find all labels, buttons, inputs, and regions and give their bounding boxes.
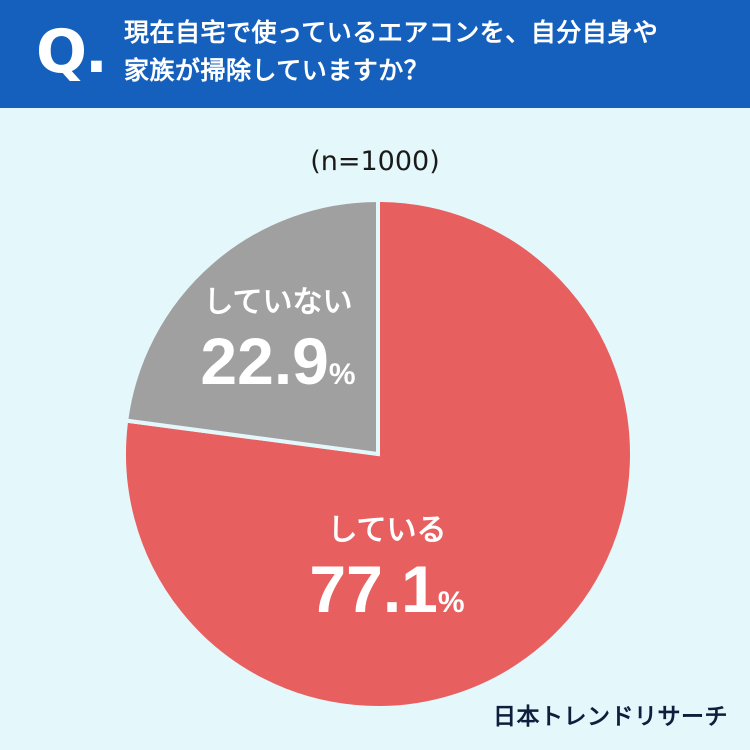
sample-size-label: (n=1000): [310, 146, 440, 177]
question-line-1: 現在自宅で使っているエアコンを、自分自身や: [124, 18, 659, 47]
question-line-2: 家族が掃除していますか？: [124, 56, 430, 85]
question-header: Q. 現在自宅で使っているエアコンを、自分自身や 家族が掃除していますか？: [0, 0, 750, 108]
slice-value-number: 22.9: [200, 324, 328, 398]
slice-value-unit: %: [329, 358, 356, 391]
brand-logo: 日本トレンドリサーチ: [493, 704, 728, 730]
slice-value: 77.1%: [309, 552, 464, 626]
question-text: 現在自宅で使っているエアコンを、自分自身や 家族が掃除していますか？: [124, 14, 734, 90]
slice-value-unit: %: [438, 586, 465, 619]
pie-slice-not-doing: [123, 197, 380, 457]
slice-value: 22.9%: [200, 324, 355, 398]
q-mark: Q.: [36, 17, 108, 87]
pie-chart: している 77.1% していない 22.9% (n=1000): [122, 146, 634, 710]
pie-slices: [122, 197, 634, 710]
slice-label: している: [327, 513, 446, 548]
slice-value-number: 77.1: [309, 552, 437, 626]
slice-label: していない: [203, 285, 352, 320]
pie-labels: している 77.1% していない 22.9%: [200, 285, 464, 626]
